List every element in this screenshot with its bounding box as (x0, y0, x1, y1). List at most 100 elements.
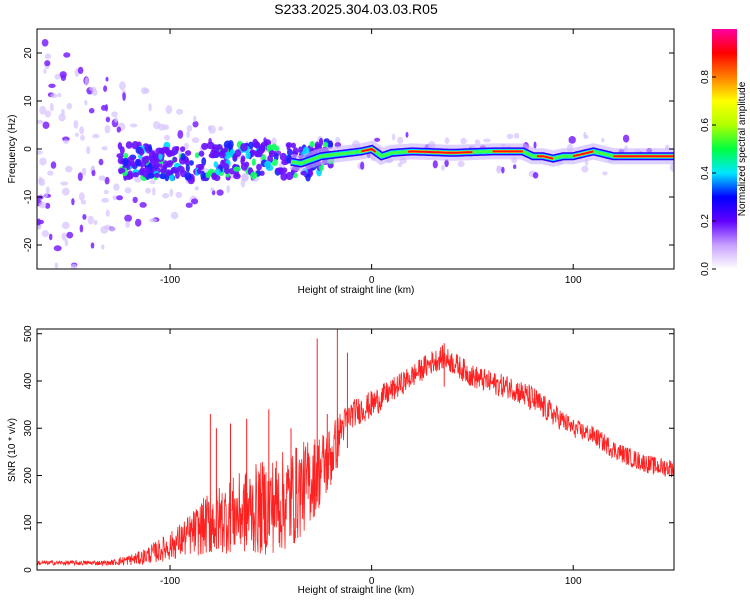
snr-axes: -100 0 100 0 100 200 300 400 500 (23, 325, 674, 587)
cluster-blob (256, 163, 262, 171)
noise-blob (241, 172, 249, 182)
noise-blob (175, 191, 183, 199)
cluster-blob (240, 143, 248, 152)
ridge-hot-red (407, 150, 473, 154)
cluster-blob (184, 172, 192, 181)
cluster-blob (214, 168, 221, 176)
cluster-blob (213, 161, 218, 168)
noise-blob (169, 188, 174, 197)
noise-blob (84, 77, 89, 86)
noise-blob (218, 126, 224, 131)
noise-blob (506, 133, 514, 140)
noise-blob (37, 119, 44, 124)
noise-blob (114, 116, 118, 123)
noise-blob (71, 198, 75, 206)
noise-blob (152, 121, 161, 130)
noise-blob (93, 219, 98, 226)
noise-blob (532, 172, 539, 179)
colorbar-label: Normalized spectral amplitude (737, 81, 748, 216)
cluster-blob (125, 141, 133, 149)
cluster-blob (180, 146, 186, 153)
cluster-blob (171, 167, 179, 174)
noise-blob (163, 124, 170, 130)
cluster-blob (154, 172, 161, 178)
noise-blob (38, 219, 44, 225)
cluster-blob (280, 172, 288, 181)
cluster-blob (273, 145, 280, 152)
cluster-blob (185, 163, 190, 173)
noise-blob (98, 175, 106, 181)
snr-xlabel: Height of straight line (km) (298, 585, 415, 596)
noise-blob (183, 142, 189, 150)
noise-blob (162, 193, 170, 199)
cluster-blob (233, 173, 241, 180)
noise-blob (37, 150, 43, 155)
cluster-blob (148, 144, 152, 152)
noise-blob (53, 245, 62, 252)
colorbar-gradient (712, 29, 737, 269)
cluster-blob (205, 171, 211, 178)
noise-blob (81, 167, 87, 176)
noise-blob (194, 186, 199, 191)
cluster-blob (200, 170, 206, 180)
noise-blob (103, 85, 108, 92)
noise-blob (74, 132, 79, 137)
noise-blob (163, 134, 171, 141)
noise-blob (193, 115, 197, 123)
noise-blob (129, 123, 138, 128)
cluster-blob (117, 156, 124, 165)
cluster-blob (201, 142, 209, 150)
noise-blob (101, 197, 109, 203)
cluster-blob (223, 163, 230, 170)
cluster-blob (291, 142, 296, 149)
noise-blob (622, 134, 630, 143)
spectrogram-xtick-label: 100 (565, 275, 582, 286)
noise-blob (397, 162, 403, 167)
noise-blob (45, 202, 51, 209)
cluster-blob (250, 171, 258, 180)
noise-blob (105, 209, 110, 217)
spectrogram-ytick-label: 20 (23, 47, 34, 59)
cluster-blob (255, 150, 261, 157)
cluster-blob (198, 150, 205, 157)
ridge-hot-red (361, 147, 377, 153)
cluster-blob (172, 156, 178, 163)
noise-blob (113, 183, 120, 191)
cluster-blob (279, 152, 287, 161)
noise-blob (38, 201, 47, 209)
cluster-blob (166, 160, 174, 166)
noise-blob (148, 103, 152, 112)
snr-ytick-label: 500 (23, 325, 34, 342)
noise-blob (392, 133, 396, 141)
noise-blob (501, 166, 505, 174)
noise-blob (119, 81, 126, 91)
noise-blob (360, 161, 365, 170)
noise-blob (335, 136, 341, 144)
cluster-blob (240, 162, 248, 171)
cluster-blob (305, 173, 311, 182)
cluster-blob (164, 169, 172, 177)
noise-blob (79, 126, 84, 135)
noise-blob (125, 220, 130, 228)
noise-blob (185, 202, 193, 208)
noise-blob (444, 159, 449, 168)
snr-ytick-label: 200 (23, 467, 34, 484)
colorbar-tick-label: 0.2 (700, 214, 711, 228)
noise-blob (669, 163, 674, 172)
noise-blob (135, 218, 142, 227)
cluster-blob (259, 145, 265, 153)
noise-blob (60, 74, 67, 81)
cluster-blob (171, 146, 179, 155)
noise-blob (41, 39, 49, 47)
noise-blob (105, 104, 108, 112)
noise-blob (65, 165, 73, 173)
noise-blob (100, 226, 109, 234)
noise-blob (92, 133, 100, 139)
snr-xtick-label: 0 (369, 576, 375, 587)
noise-blob (61, 232, 67, 241)
cluster-blob (251, 158, 256, 166)
spectrogram-ylabel: Frequency (Hz) (7, 115, 18, 184)
spectrogram-xlabel: Height of straight line (km) (298, 285, 415, 296)
noise-blob (103, 189, 109, 195)
cluster-blob (266, 144, 272, 151)
